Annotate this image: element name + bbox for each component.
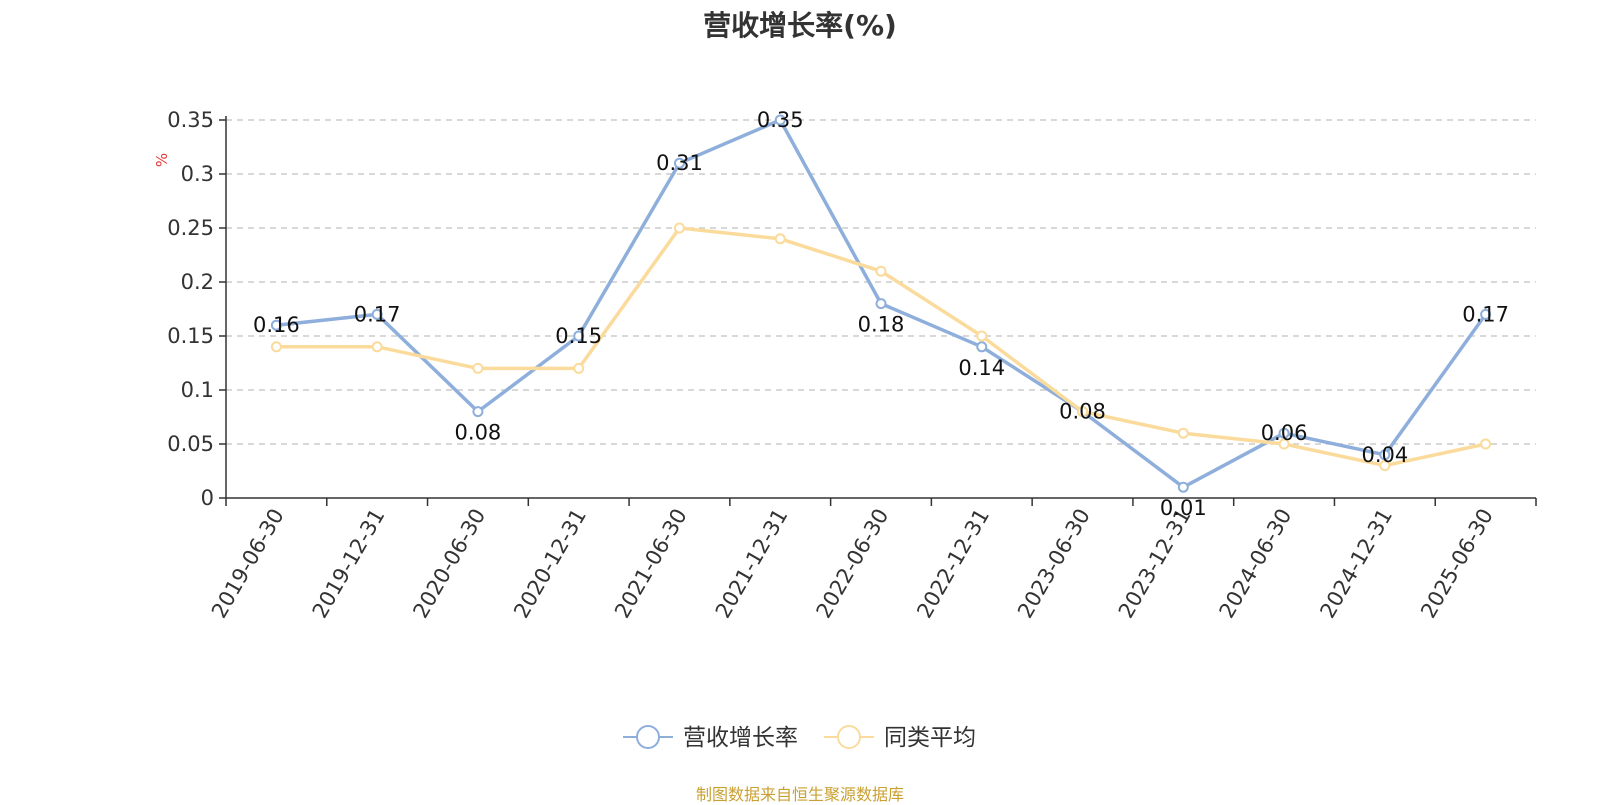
- peer-average-point: [875, 265, 887, 277]
- revenue-growth-point: [1278, 427, 1290, 439]
- revenue-growth-point: [1177, 481, 1189, 493]
- data-label: 0.08: [1059, 400, 1106, 424]
- data-label: 0.15: [555, 324, 602, 348]
- peer-average-point: [371, 341, 383, 353]
- x-tick-label: 2020-06-30: [408, 505, 490, 623]
- y-tick-label: 0.25: [167, 216, 214, 240]
- revenue-growth-point: [875, 298, 887, 310]
- peer-average-point: [1177, 427, 1189, 439]
- revenue-growth-point: [976, 341, 988, 353]
- revenue-growth-point: [472, 406, 484, 418]
- revenue-growth-point: [1379, 449, 1391, 461]
- data-label: 0.18: [858, 313, 905, 337]
- x-tick-label: 2019-06-30: [207, 505, 289, 623]
- x-tick-label: 2024-12-31: [1315, 505, 1397, 623]
- peer-average-point: [1480, 438, 1492, 450]
- data-label: 0.04: [1361, 443, 1408, 467]
- x-tick-label: 2022-12-31: [912, 505, 994, 623]
- peer-average-point: [673, 222, 685, 234]
- x-tick-label: 2025-06-30: [1416, 505, 1498, 623]
- peer-average-point: [1379, 460, 1391, 472]
- revenue-growth-point: [774, 114, 786, 126]
- x-tick-label: 2021-06-30: [610, 505, 692, 623]
- x-tick-label: 2021-12-31: [711, 505, 793, 623]
- data-label: 0.35: [757, 108, 804, 132]
- data-label: 0.31: [656, 151, 703, 175]
- data-label: 0.16: [253, 313, 300, 337]
- y-tick-label: 0: [201, 486, 214, 510]
- y-tick-label: 0.3: [181, 162, 214, 186]
- peer-average-point: [573, 362, 585, 374]
- data-labels: 0.16 0.17 0.08 0.15 0.31 0.35 0.18 0.14 0.08 0.01…: [253, 108, 1509, 520]
- y-tick-label: 0.2: [181, 270, 214, 294]
- legend-item-revenue-growth[interactable]: 营收增长率: [623, 725, 798, 751]
- data-label: 0.14: [958, 356, 1005, 380]
- y-tick-label: 0.35: [167, 108, 214, 132]
- y-axis-unit-label: %: [153, 153, 171, 167]
- legend-marker-icon: [837, 725, 861, 749]
- data-label: 0.01: [1160, 496, 1207, 520]
- legend-label: 同类平均: [884, 725, 976, 751]
- data-label: 0.06: [1261, 421, 1308, 445]
- peer-average-point: [976, 330, 988, 342]
- revenue-growth-point: [573, 330, 585, 342]
- y-tick-label: 0.1: [181, 378, 214, 402]
- chart-title: 营收增长率(%): [703, 9, 897, 42]
- x-tick-label: 2023-06-30: [1013, 505, 1095, 623]
- revenue-growth-point: [270, 319, 282, 331]
- y-tick-label: 0.05: [167, 432, 214, 456]
- x-tick-label: 2019-12-31: [308, 505, 390, 623]
- revenue-growth-point: [673, 157, 685, 169]
- data-label: 0.08: [455, 421, 502, 445]
- legend-item-peer-average[interactable]: 同类平均: [824, 725, 976, 751]
- axes: 0 0.05 0.1 0.15 0.2 0.25 0.3 0.35% 2019-06-30 201…: [153, 108, 1537, 623]
- source-note: 制图数据来自恒生聚源数据库: [695, 785, 904, 804]
- y-tick-label: 0.15: [167, 324, 214, 348]
- legend[interactable]: 营收增长率 同类平均: [623, 725, 976, 751]
- series-lines: [270, 114, 1492, 493]
- x-tick-label: 2024-06-30: [1215, 505, 1297, 623]
- peer-average-point: [1278, 438, 1290, 450]
- peer-average-point: [1077, 406, 1089, 418]
- revenue-growth-point: [1480, 308, 1492, 320]
- revenue-growth-point: [371, 308, 383, 320]
- legend-marker-icon: [636, 725, 660, 749]
- x-tick-label: 2020-12-31: [509, 505, 591, 623]
- data-label: 0.17: [1462, 302, 1509, 326]
- data-label: 0.17: [354, 302, 401, 326]
- peer-average-point: [472, 362, 484, 374]
- x-tick-label: 2023-12-31: [1114, 505, 1196, 623]
- peer-average-point: [270, 341, 282, 353]
- peer-average-point: [774, 233, 786, 245]
- grid-lines: [226, 119, 1536, 445]
- legend-label: 营收增长率: [683, 725, 798, 751]
- x-tick-label: 2022-06-30: [812, 505, 894, 623]
